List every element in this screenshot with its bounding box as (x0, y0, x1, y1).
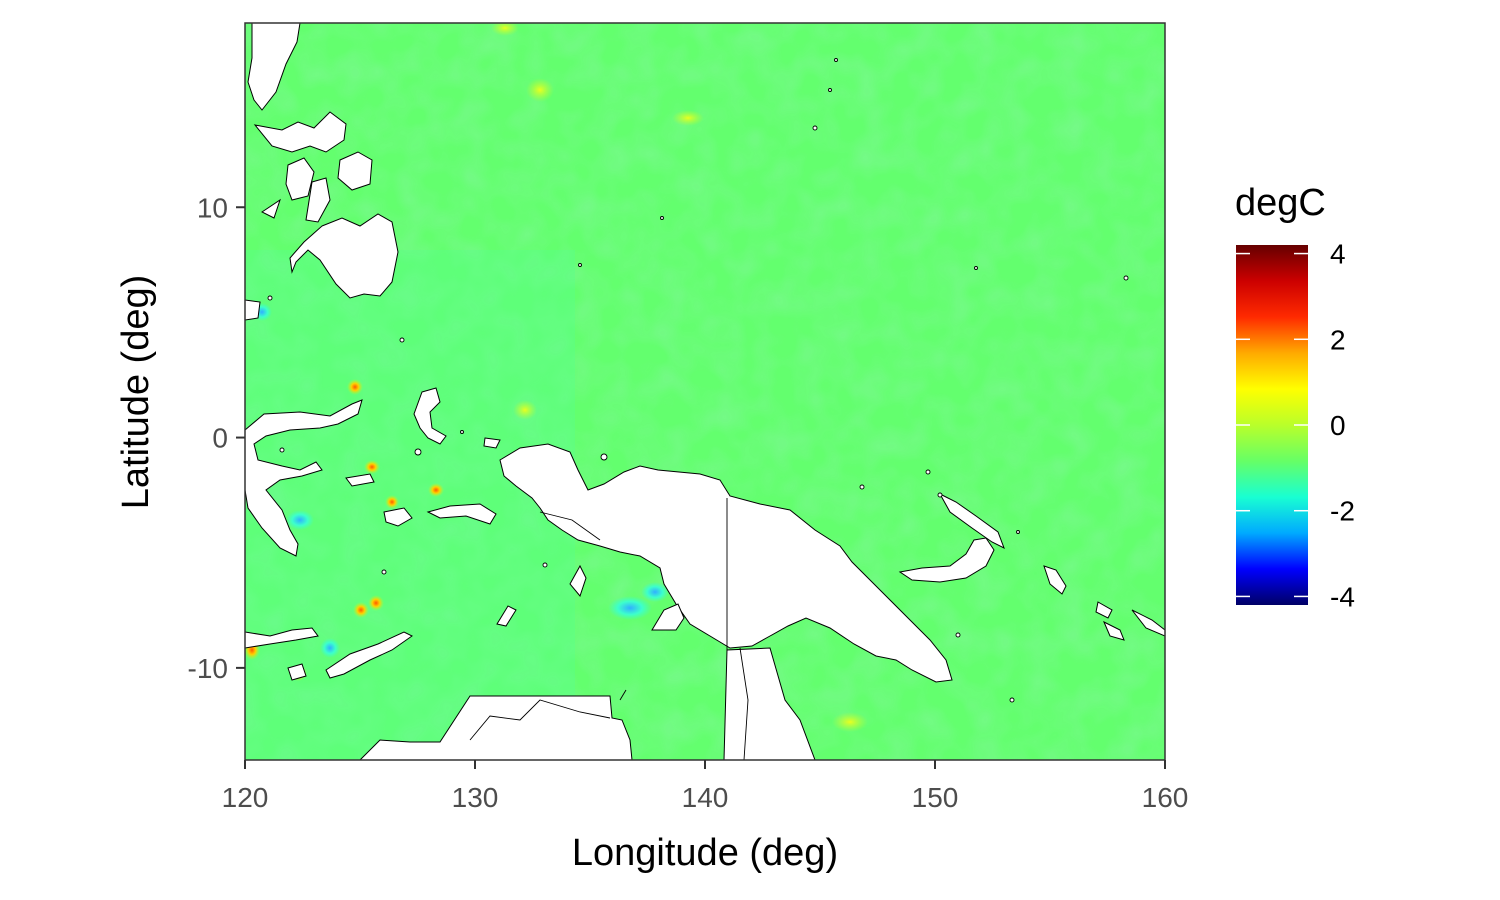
landmass-island (1103, 620, 1125, 641)
legend-tick-label: -4 (1330, 581, 1355, 612)
islet (279, 447, 285, 453)
islets (267, 58, 1129, 703)
hot-spot (353, 602, 369, 618)
islet (1009, 697, 1015, 703)
warm-spot (526, 78, 554, 102)
landmass-island (483, 437, 501, 449)
landmass-new-guinea (499, 443, 953, 683)
legend-title: degC (1235, 182, 1326, 224)
map-panel (245, 23, 1165, 760)
x-tick-label: 160 (1142, 782, 1189, 813)
y-tick-label: 10 (197, 192, 228, 223)
landmass-luzon (247, 23, 301, 111)
landmass-island (345, 473, 375, 487)
landmass-island (285, 157, 315, 201)
islet (414, 448, 422, 456)
x-axis: 120 130 140 150 160 (222, 760, 1189, 813)
legend-tick-label: 2 (1330, 324, 1346, 355)
warm-spot (832, 712, 868, 732)
hot-spot (385, 495, 399, 509)
hot-spot (347, 379, 363, 395)
warm-spot (513, 400, 537, 420)
landmass-buru (383, 507, 413, 527)
x-tick-label: 140 (682, 782, 729, 813)
warm-spot (491, 23, 519, 36)
landmass-flores (245, 627, 319, 649)
landmass-island (1095, 601, 1113, 619)
islet (460, 430, 464, 434)
landmass-timor (325, 631, 413, 679)
islet (660, 216, 664, 220)
islet (1123, 275, 1129, 281)
islet (974, 266, 978, 270)
islet (542, 562, 548, 568)
landmass-new-britain (898, 537, 995, 583)
warm-spot (672, 110, 704, 126)
islet (925, 469, 931, 475)
coast-line (619, 689, 627, 701)
landmass-samar (337, 151, 373, 191)
y-tick-label: -10 (188, 653, 228, 684)
landmass-visayas (253, 111, 347, 153)
y-axis-title: Latitude (deg) (115, 275, 157, 510)
hot-spot (368, 595, 384, 611)
islet (578, 263, 582, 267)
coastlines (469, 498, 749, 760)
legend-tick-label: -2 (1330, 496, 1355, 527)
landmass-mindanao (289, 213, 399, 299)
landmass-island (305, 177, 331, 223)
islet (859, 484, 865, 490)
coast-line (739, 647, 749, 760)
cool-spot (320, 638, 340, 658)
legend-tick-label: 0 (1330, 410, 1346, 441)
cool-spot (286, 510, 314, 530)
coast-line (469, 699, 611, 741)
legend-ticks: 4 2 0 -2 -4 (1236, 239, 1355, 612)
islet (834, 58, 838, 62)
islet (1016, 530, 1020, 534)
landmass-borneo (245, 299, 261, 321)
hot-spot (428, 483, 444, 497)
islet (267, 295, 273, 301)
landmass-australia (359, 695, 633, 760)
islet (600, 453, 608, 461)
cool-spot (641, 582, 669, 602)
islet (399, 337, 405, 343)
islet (381, 569, 387, 575)
landmass-palawan (261, 198, 281, 219)
legend-tick-label: 4 (1330, 239, 1346, 270)
color-legend: degC 4 2 0 -2 -4 (1235, 182, 1355, 612)
islet (955, 632, 961, 638)
x-tick-label: 120 (222, 782, 269, 813)
landmass-bougainville (1043, 565, 1067, 595)
landmass-sumba (287, 663, 307, 681)
land (245, 23, 1165, 760)
x-axis-title: Longitude (deg) (572, 832, 838, 874)
western-variability (245, 250, 575, 760)
landmass-island (496, 605, 517, 627)
landmass-island (651, 603, 685, 631)
islet (828, 88, 832, 92)
islet (812, 125, 818, 131)
hot-spot (364, 460, 380, 474)
landmass-new-ireland (938, 492, 1005, 550)
x-tick-label: 130 (452, 782, 499, 813)
coast-line (539, 511, 601, 541)
x-tick-label: 150 (912, 782, 959, 813)
y-tick-label: 0 (212, 423, 228, 454)
landmass-island (569, 564, 587, 598)
landmass-island (1131, 609, 1165, 637)
y-axis: -10 0 10 (188, 192, 245, 684)
landmass-sulawesi (245, 399, 363, 557)
landmass-seram (426, 503, 497, 525)
cool-spot (608, 596, 652, 620)
islet (937, 492, 943, 498)
landmass-halmahera (413, 387, 447, 445)
